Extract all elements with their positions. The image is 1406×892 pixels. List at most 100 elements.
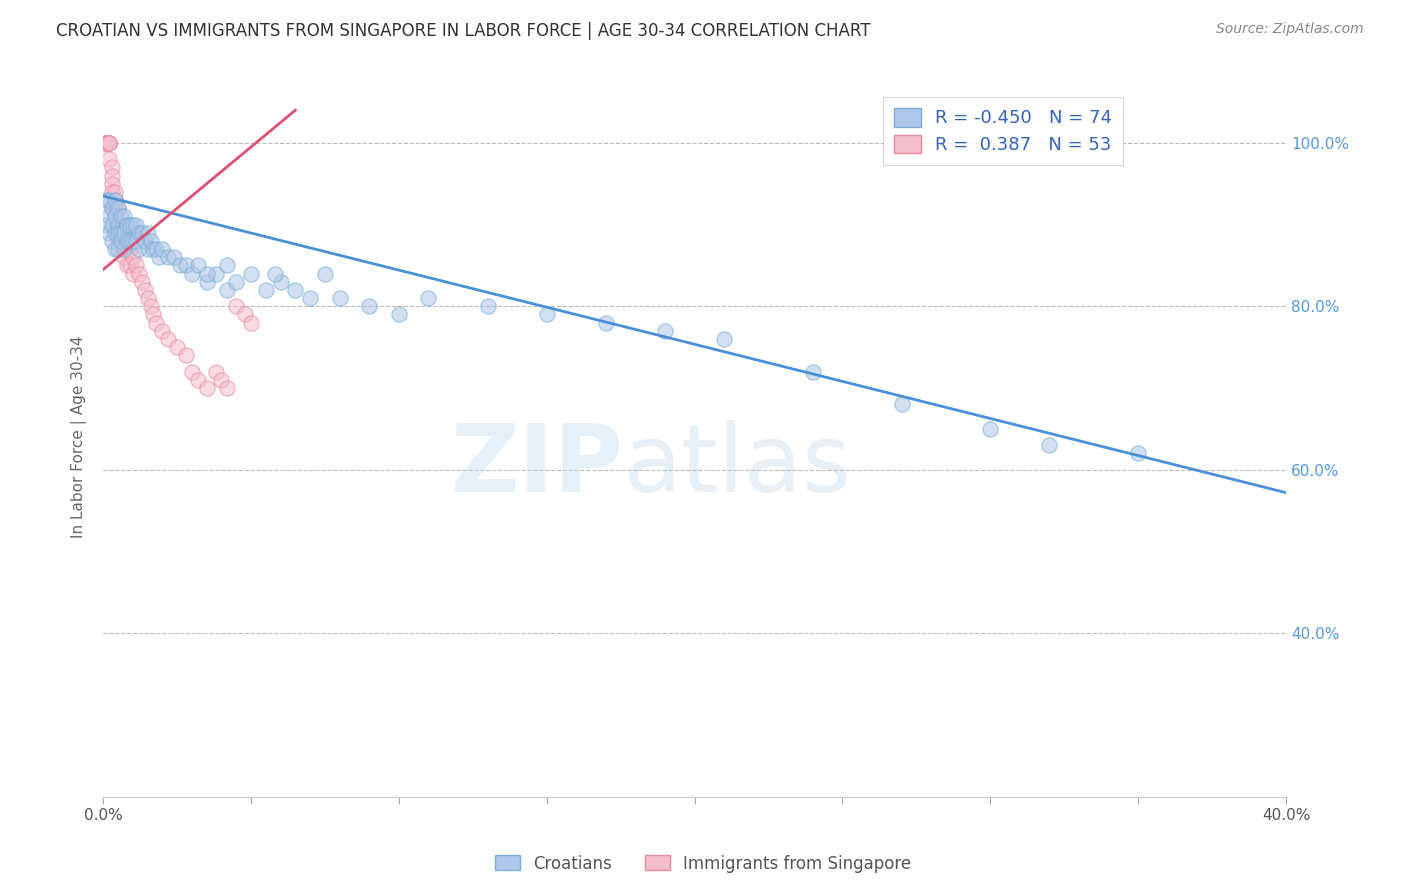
Point bbox=[121, 267, 143, 281]
Point bbox=[104, 185, 127, 199]
Point bbox=[142, 242, 165, 256]
Point bbox=[225, 299, 247, 313]
Point bbox=[128, 267, 150, 281]
Point bbox=[115, 259, 138, 273]
Point bbox=[96, 136, 118, 150]
Point bbox=[128, 226, 150, 240]
Point bbox=[136, 291, 159, 305]
Point bbox=[104, 226, 127, 240]
Point bbox=[180, 365, 202, 379]
Point bbox=[110, 234, 132, 248]
Point bbox=[240, 267, 263, 281]
Point bbox=[115, 242, 138, 256]
Point bbox=[118, 242, 141, 256]
Y-axis label: In Labor Force | Age 30-34: In Labor Force | Age 30-34 bbox=[72, 335, 87, 538]
Point bbox=[104, 210, 127, 224]
Point bbox=[96, 193, 118, 207]
Point bbox=[112, 210, 135, 224]
Point bbox=[98, 136, 121, 150]
Point bbox=[112, 250, 135, 264]
Point bbox=[98, 152, 121, 166]
Point bbox=[125, 259, 148, 273]
Point bbox=[101, 234, 124, 248]
Point bbox=[101, 185, 124, 199]
Text: CROATIAN VS IMMIGRANTS FROM SINGAPORE IN LABOR FORCE | AGE 30-34 CORRELATION CHA: CROATIAN VS IMMIGRANTS FROM SINGAPORE IN… bbox=[56, 22, 870, 40]
Point bbox=[125, 218, 148, 232]
Point bbox=[204, 365, 226, 379]
Text: atlas: atlas bbox=[624, 420, 852, 512]
Point bbox=[477, 299, 499, 313]
Text: ZIP: ZIP bbox=[451, 420, 624, 512]
Point bbox=[979, 422, 1001, 436]
Point bbox=[121, 218, 143, 232]
Point bbox=[115, 234, 138, 248]
Point bbox=[115, 218, 138, 232]
Point bbox=[204, 267, 226, 281]
Point bbox=[157, 332, 180, 346]
Point bbox=[166, 340, 188, 354]
Point bbox=[96, 136, 118, 150]
Point bbox=[101, 201, 124, 215]
Point bbox=[98, 226, 121, 240]
Point bbox=[107, 218, 129, 232]
Point bbox=[150, 242, 173, 256]
Point bbox=[121, 250, 143, 264]
Point bbox=[104, 210, 127, 224]
Point bbox=[359, 299, 381, 313]
Point bbox=[139, 234, 162, 248]
Point bbox=[104, 201, 127, 215]
Point bbox=[101, 161, 124, 175]
Point bbox=[148, 250, 170, 264]
Point bbox=[1126, 446, 1149, 460]
Point bbox=[110, 210, 132, 224]
Point bbox=[195, 275, 218, 289]
Point bbox=[118, 234, 141, 248]
Point bbox=[217, 259, 239, 273]
Point bbox=[217, 381, 239, 395]
Point bbox=[145, 316, 167, 330]
Point bbox=[174, 259, 197, 273]
Point bbox=[96, 136, 118, 150]
Point bbox=[225, 275, 247, 289]
Point bbox=[104, 193, 127, 207]
Point bbox=[801, 365, 824, 379]
Point bbox=[98, 136, 121, 150]
Point bbox=[263, 267, 285, 281]
Point bbox=[299, 291, 322, 305]
Point bbox=[240, 316, 263, 330]
Point bbox=[150, 324, 173, 338]
Point bbox=[118, 259, 141, 273]
Point bbox=[134, 234, 156, 248]
Point bbox=[136, 226, 159, 240]
Point bbox=[418, 291, 440, 305]
Point bbox=[131, 226, 153, 240]
Point bbox=[98, 210, 121, 224]
Point bbox=[654, 324, 676, 338]
Point bbox=[139, 299, 162, 313]
Point bbox=[107, 201, 129, 215]
Point bbox=[104, 193, 127, 207]
Legend: R = -0.450   N = 74, R =  0.387   N = 53: R = -0.450 N = 74, R = 0.387 N = 53 bbox=[883, 97, 1123, 165]
Point bbox=[169, 259, 191, 273]
Point bbox=[118, 218, 141, 232]
Point bbox=[211, 373, 233, 387]
Point bbox=[101, 169, 124, 183]
Text: Source: ZipAtlas.com: Source: ZipAtlas.com bbox=[1216, 22, 1364, 37]
Point bbox=[142, 308, 165, 322]
Point bbox=[128, 242, 150, 256]
Point bbox=[284, 283, 307, 297]
Point bbox=[254, 283, 277, 297]
Point bbox=[187, 373, 209, 387]
Point bbox=[107, 226, 129, 240]
Point bbox=[112, 242, 135, 256]
Point bbox=[890, 397, 912, 411]
Point bbox=[195, 267, 218, 281]
Point bbox=[125, 234, 148, 248]
Point bbox=[110, 226, 132, 240]
Point bbox=[98, 193, 121, 207]
Point bbox=[107, 242, 129, 256]
Point bbox=[187, 259, 209, 273]
Point bbox=[121, 234, 143, 248]
Point bbox=[96, 218, 118, 232]
Point bbox=[270, 275, 292, 289]
